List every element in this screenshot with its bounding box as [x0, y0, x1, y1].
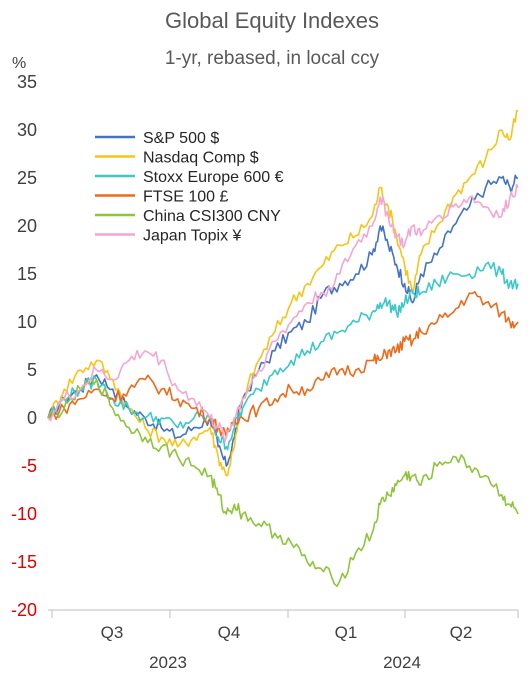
- legend-entry: Japan Topix ¥: [143, 228, 242, 245]
- legend-entry: S&P 500 $: [143, 130, 219, 147]
- legend-entry: Nasdaq Comp $: [143, 150, 259, 167]
- series-line: [47, 261, 519, 451]
- y-tick-label: 35: [17, 72, 37, 92]
- y-tick-label: 25: [17, 168, 37, 188]
- series-lines: [47, 110, 519, 588]
- y-tick-label: 10: [17, 312, 37, 332]
- x-quarter-label: Q3: [101, 623, 124, 642]
- x-axis: Q3 Q4 Q1 Q2 2023 2024: [48, 609, 519, 672]
- y-tick-label: -15: [11, 552, 37, 572]
- chart-title: Global Equity Indexes: [165, 8, 379, 33]
- series-line: [47, 183, 519, 443]
- y-tick-label: 30: [17, 120, 37, 140]
- series-line: [47, 110, 518, 477]
- series-line: [47, 174, 519, 467]
- chart-subtitle: 1-yr, rebased, in local ccy: [165, 48, 380, 69]
- legend: S&P 500 $ Nasdaq Comp $ Stoxx Europe 600 €…: [95, 130, 284, 245]
- legend-entry: China CSI300 CNY: [143, 208, 281, 225]
- y-tick-label: -10: [11, 504, 37, 524]
- y-unit-label: %: [12, 55, 26, 72]
- x-year-label: 2024: [383, 653, 421, 672]
- y-tick-label: 20: [17, 216, 37, 236]
- series-line: [47, 290, 519, 439]
- x-quarter-label: Q4: [218, 623, 241, 642]
- legend-entry: FTSE 100 £: [143, 189, 228, 206]
- y-tick-label: 5: [27, 360, 37, 380]
- x-quarter-label: Q2: [450, 623, 473, 642]
- y-tick-label: 0: [27, 408, 37, 428]
- y-tick-label: -5: [21, 456, 37, 476]
- legend-entry: Stoxx Europe 600 €: [143, 169, 284, 186]
- x-quarter-label: Q1: [335, 623, 358, 642]
- y-axis-ticks: 35 30 25 20 15 10 5 0 -5 -10 -15 -20: [11, 72, 37, 620]
- x-year-label: 2023: [149, 653, 187, 672]
- y-tick-label: 15: [17, 264, 37, 284]
- series-line: [47, 376, 519, 588]
- y-tick-label: -20: [11, 600, 37, 620]
